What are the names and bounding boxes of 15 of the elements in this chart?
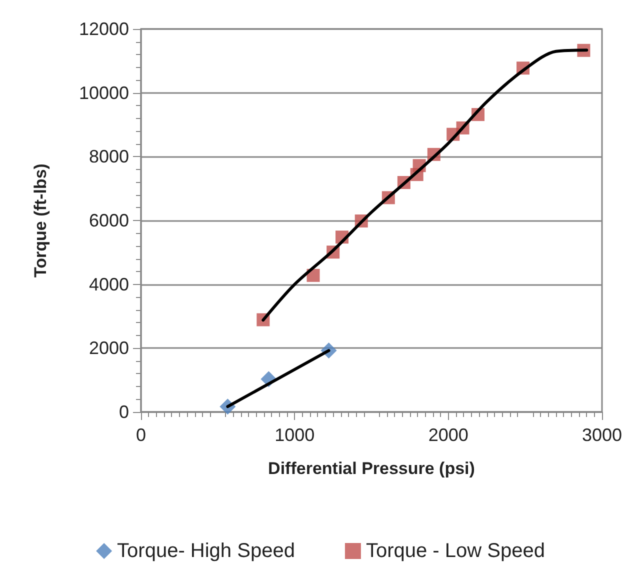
x-tick-label: 1000 [274,425,315,445]
y-tick-label: 10000 [78,82,129,103]
x-axis-title: Differential Pressure (psi) [268,459,475,478]
legend-label: Torque - Low Speed [366,540,545,562]
legend-label: Torque- High Speed [117,540,295,562]
y-tick-label: 6000 [88,210,129,230]
y-tick-label: 4000 [88,274,129,294]
x-tick-label: 2000 [428,425,468,445]
y-tick-label: 12000 [78,19,129,39]
x-tick-label: 3000 [582,425,622,445]
x-tick-label: 0 [136,425,146,445]
y-tick-label: 0 [118,402,129,422]
y-axis-title: Torque (ft-lbs) [31,164,50,278]
y-tick-label: 8000 [88,146,129,167]
y-tick-label: 2000 [88,338,129,358]
